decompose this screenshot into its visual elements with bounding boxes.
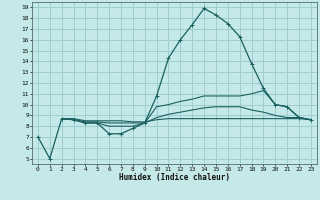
X-axis label: Humidex (Indice chaleur): Humidex (Indice chaleur) [119, 173, 230, 182]
